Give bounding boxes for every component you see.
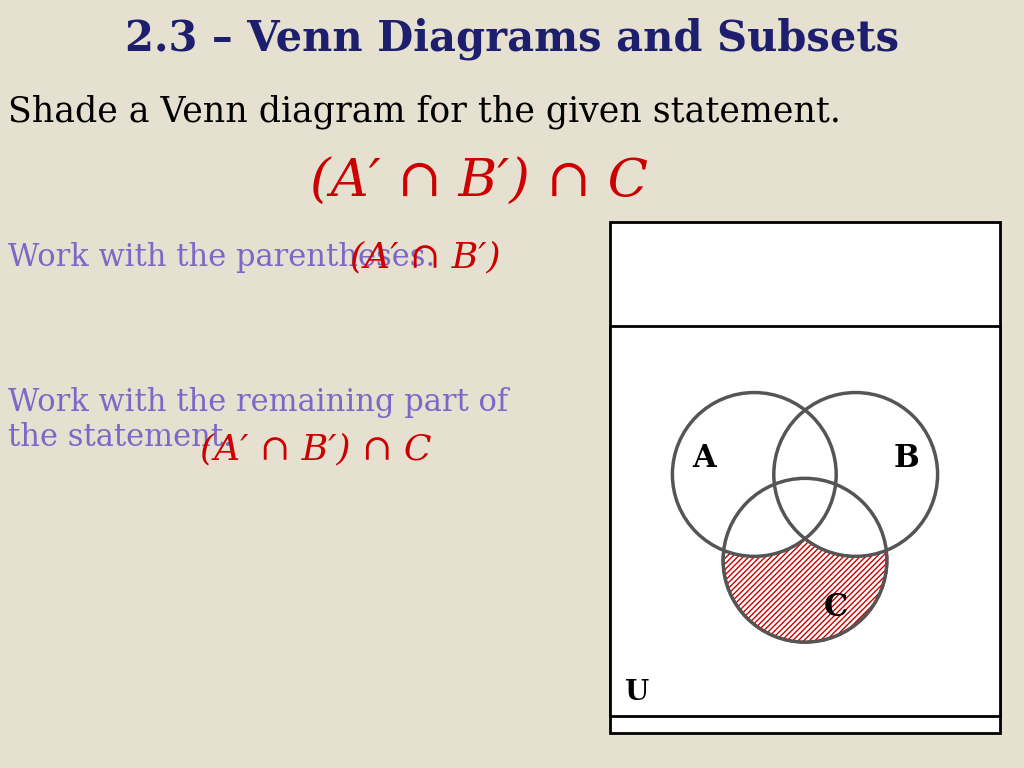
Text: (A′ ∩ B′) ∩ C: (A′ ∩ B′) ∩ C	[310, 157, 648, 208]
Text: Shade a Venn diagram for the given statement.: Shade a Venn diagram for the given state…	[8, 94, 841, 129]
Text: (A′ ∩ B′) ∩ C: (A′ ∩ B′) ∩ C	[200, 432, 431, 466]
Circle shape	[673, 392, 837, 556]
Bar	[610, 222, 1000, 733]
Text: U: U	[626, 680, 649, 707]
Text: A: A	[692, 443, 716, 475]
Circle shape	[774, 392, 938, 556]
Text: B: B	[894, 443, 920, 475]
Circle shape	[723, 478, 887, 642]
Text: Work with the remaining part of: Work with the remaining part of	[8, 387, 508, 419]
Text: the statement.: the statement.	[8, 422, 232, 453]
Text: (A′ ∩ B′): (A′ ∩ B′)	[350, 240, 501, 274]
Text: Work with the parentheses.: Work with the parentheses.	[8, 242, 435, 273]
Text: C: C	[824, 591, 848, 623]
Text: 2.3 – Venn Diagrams and Subsets: 2.3 – Venn Diagrams and Subsets	[125, 17, 899, 60]
